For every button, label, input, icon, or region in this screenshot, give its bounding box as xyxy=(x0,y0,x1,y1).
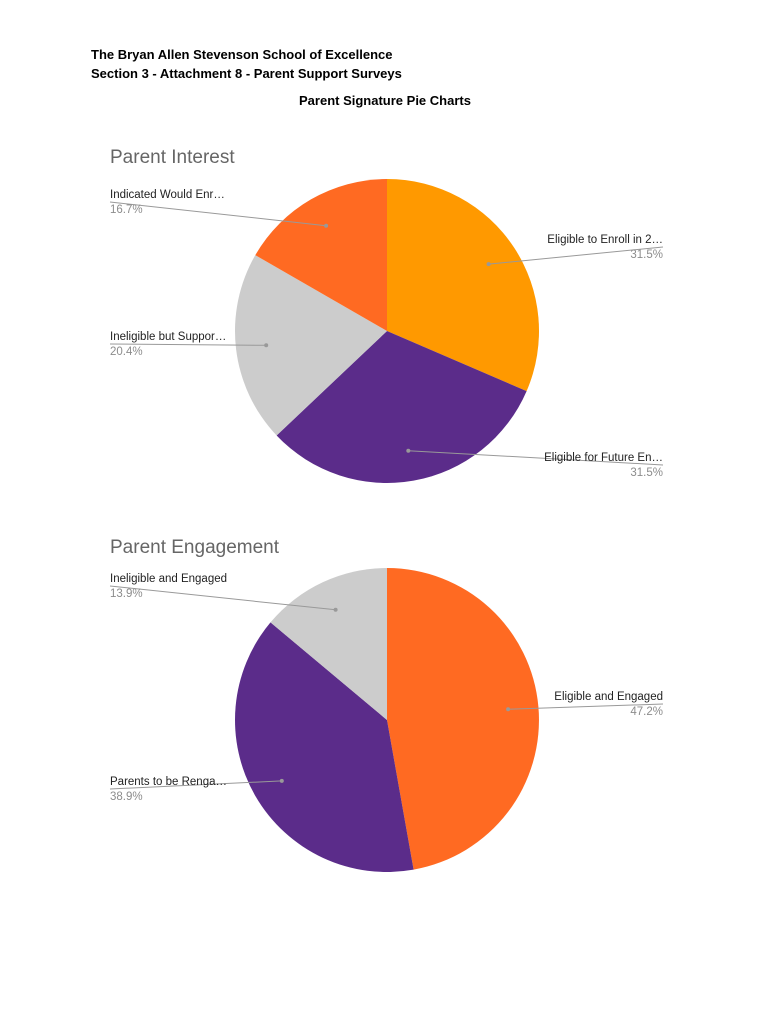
document-title: The Bryan Allen Stevenson School of Exce… xyxy=(91,47,393,62)
document-section-title: Section 3 - Attachment 8 - Parent Suppor… xyxy=(91,66,402,81)
slice-percentage: 16.7% xyxy=(110,204,143,216)
pie-slice-parents-to-be-renga xyxy=(235,622,414,872)
leader-dot xyxy=(324,223,329,228)
leader-dot xyxy=(333,607,338,612)
pie-slice-eligible-to-enroll-in-2 xyxy=(387,179,540,392)
pie-labels: Eligible and Engaged 47.2% Parents to be R… xyxy=(109,573,664,803)
pie-slices xyxy=(235,568,539,872)
chart-title: Parent Engagement xyxy=(110,537,280,558)
page-subtitle: Parent Signature Pie Charts xyxy=(299,93,471,108)
leader-line xyxy=(109,201,327,227)
leader-dot xyxy=(406,448,411,453)
slice-percentage: 20.4% xyxy=(110,346,143,358)
leader-dot xyxy=(506,707,511,712)
chart-title: Parent Interest xyxy=(110,147,235,168)
slice-label: Ineligible but Suppor… xyxy=(110,331,226,343)
leader-line xyxy=(508,703,664,710)
pie-slice-eligible-for-future-en xyxy=(276,331,527,484)
slice-percentage: 31.5% xyxy=(630,467,663,479)
slice-label: Eligible to Enroll in 2… xyxy=(547,234,663,246)
leader-line xyxy=(109,343,267,346)
slice-percentage: 13.9% xyxy=(110,588,143,600)
leader-dot xyxy=(486,262,491,267)
pie-labels: Eligible to Enroll in 2… 31.5% Eligible fo… xyxy=(109,189,664,479)
slice-label: Eligible for Future En… xyxy=(544,452,663,464)
pie-slice-indicated-would-enr xyxy=(255,179,387,331)
slice-percentage: 31.5% xyxy=(630,249,663,261)
slice-percentage: 38.9% xyxy=(110,791,143,803)
leader-dot xyxy=(279,778,284,783)
slice-label: Eligible and Engaged xyxy=(554,691,663,703)
slice-label: Indicated Would Enr… xyxy=(110,189,225,201)
slice-percentage: 47.2% xyxy=(630,706,663,718)
leader-line xyxy=(109,780,282,790)
slice-label: Parents to be Renga… xyxy=(110,776,227,788)
pie-slices xyxy=(234,179,540,484)
leader-line xyxy=(488,246,664,265)
leader-line xyxy=(109,585,336,611)
leader-dot xyxy=(264,343,269,348)
parent-engagement-pie-chart: Parent Engagement Eligible and Engaged 47… xyxy=(109,537,664,872)
pie-slice-eligible-and-engaged xyxy=(387,568,539,870)
slice-label: Ineligible and Engaged xyxy=(110,573,227,585)
parent-interest-pie-chart: Parent Interest Eligible to Enroll in 2…… xyxy=(109,147,664,484)
pie-slice-ineligible-but-suppor xyxy=(234,255,387,436)
leader-line xyxy=(408,450,664,466)
